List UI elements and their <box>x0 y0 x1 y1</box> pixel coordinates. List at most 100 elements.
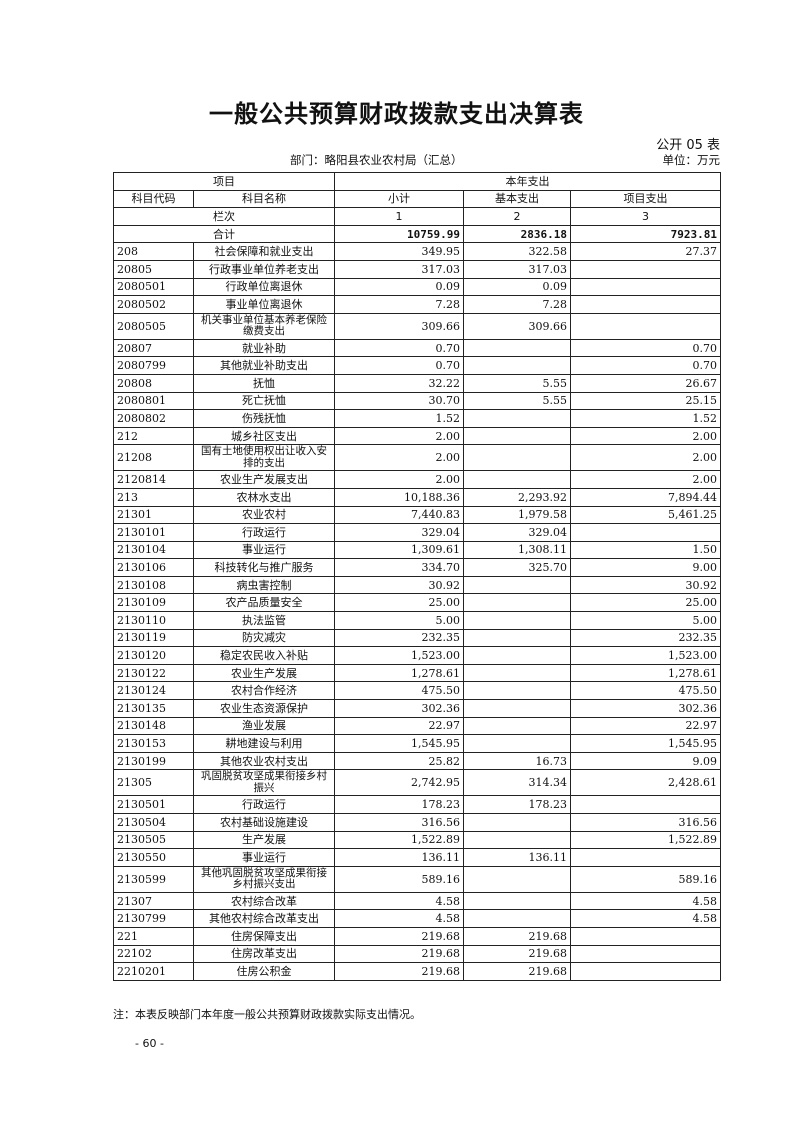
row-subtotal: 1,309.61 <box>334 540 464 560</box>
row-code: 2120814 <box>113 470 194 489</box>
row-code: 2130799 <box>113 909 194 928</box>
row-project: 2.00 <box>570 470 721 489</box>
row-name: 就业补助 <box>193 338 335 358</box>
row-project: 0.70 <box>570 338 721 358</box>
row-basic <box>463 734 571 753</box>
row-subtotal: 25.00 <box>334 593 464 613</box>
row-code: 2130550 <box>113 848 194 867</box>
row-name: 农业农村 <box>193 505 335 525</box>
table-row: 2130124 农村合作经济 475.50 475.50 <box>113 681 721 701</box>
header-row-1: 项目 本年支出 <box>113 172 721 191</box>
row-subtotal: 25.82 <box>334 751 464 771</box>
table-row: 2130148 渔业发展 22.97 22.97 <box>113 716 721 736</box>
row-basic <box>463 891 571 911</box>
row-project: 2,428.61 <box>570 769 721 797</box>
table-row: 2080505 机关事业单位基本养老保险缴费支出 309.66 309.66 <box>113 312 721 340</box>
row-code: 2130109 <box>113 593 194 613</box>
row-project: 1,545.95 <box>570 734 721 753</box>
row-basic: 219.68 <box>463 944 571 964</box>
table-row: 2080799 其他就业补助支出 0.70 0.70 <box>113 356 721 375</box>
row-code: 2130104 <box>113 540 194 560</box>
row-project: 9.00 <box>570 558 721 577</box>
row-subtotal: 219.68 <box>334 926 464 946</box>
row-basic <box>463 663 571 683</box>
row-code: 22102 <box>113 944 194 964</box>
row-name: 事业运行 <box>193 540 335 560</box>
row-subtotal: 0.70 <box>334 338 464 358</box>
table-row: 2130135 农业生态资源保护 302.36 302.36 <box>113 699 721 718</box>
row-project: 589.16 <box>570 865 721 893</box>
row-basic <box>463 611 571 630</box>
row-project: 30.92 <box>570 575 721 595</box>
row-basic: 1,979.58 <box>463 505 571 525</box>
row-project: 1,522.89 <box>570 830 721 850</box>
row-name: 行政运行 <box>193 795 335 814</box>
header-col1: 1 <box>334 207 464 226</box>
table-row: 2130108 病虫害控制 30.92 30.92 <box>113 575 721 595</box>
row-code: 212 <box>113 426 194 446</box>
table-row: 2130109 农产品质量安全 25.00 25.00 <box>113 593 721 613</box>
row-project <box>570 795 721 814</box>
row-code: 2130110 <box>113 611 194 630</box>
page-title: 一般公共预算财政拨款支出决算表 <box>209 100 584 128</box>
row-basic: 136.11 <box>463 848 571 867</box>
row-subtotal: 136.11 <box>334 848 464 867</box>
row-project: 0.70 <box>570 356 721 375</box>
table-row: 2080501 行政单位离退休 0.09 0.09 <box>113 277 721 297</box>
row-code: 2130106 <box>113 558 194 577</box>
header-basic: 基本支出 <box>463 189 571 209</box>
row-name: 农林水支出 <box>193 487 335 507</box>
table-row: 2130550 事业运行 136.11 136.11 <box>113 848 721 867</box>
row-name: 农业生产发展支出 <box>193 470 335 489</box>
row-name: 抚恤 <box>193 373 335 393</box>
row-code: 2130505 <box>113 830 194 850</box>
table-row: 2120814 农业生产发展支出 2.00 2.00 <box>113 470 721 489</box>
row-project: 26.67 <box>570 373 721 393</box>
row-code: 2130119 <box>113 628 194 648</box>
row-project: 22.97 <box>570 716 721 736</box>
row-basic <box>463 470 571 489</box>
row-basic <box>463 865 571 893</box>
row-subtotal: 30.70 <box>334 391 464 411</box>
table-row: 2130599 其他巩固脱贫攻坚成果衔接乡村振兴支出 589.16 589.16 <box>113 865 721 893</box>
row-project <box>570 277 721 297</box>
table-row: 21307 农村综合改革 4.58 4.58 <box>113 891 721 911</box>
department-label: 部门：略阳县农业农村局（汇总） <box>290 153 463 167</box>
row-name: 行政单位离退休 <box>193 277 335 297</box>
row-subtotal: 4.58 <box>334 891 464 911</box>
table-row: 2130104 事业运行 1,309.61 1,308.11 1.50 <box>113 540 721 560</box>
row-name: 其他巩固脱贫攻坚成果衔接乡村振兴支出 <box>193 865 335 893</box>
total-subtotal: 10759.99 <box>334 224 464 244</box>
row-subtotal: 2.00 <box>334 444 464 472</box>
row-subtotal: 30.92 <box>334 575 464 595</box>
row-subtotal: 5.00 <box>334 611 464 630</box>
row-code: 2130599 <box>113 865 194 893</box>
table-row: 2130153 耕地建设与利用 1,545.95 1,545.95 <box>113 734 721 753</box>
row-project: 5,461.25 <box>570 505 721 525</box>
row-subtotal: 334.70 <box>334 558 464 577</box>
row-subtotal: 302.36 <box>334 699 464 718</box>
row-basic: 0.09 <box>463 277 571 297</box>
row-basic: 178.23 <box>463 795 571 814</box>
header-column-no: 栏次 <box>113 207 335 226</box>
row-project: 475.50 <box>570 681 721 701</box>
row-basic <box>463 444 571 472</box>
table-row: 2130101 行政运行 329.04 329.04 <box>113 523 721 542</box>
row-name: 农村合作经济 <box>193 681 335 701</box>
row-basic <box>463 575 571 595</box>
total-basic: 2836.18 <box>463 224 571 244</box>
row-subtotal: 349.95 <box>334 242 464 261</box>
row-name: 事业运行 <box>193 848 335 867</box>
table-row: 21208 国有土地使用权出让收入安排的支出 2.00 2.00 <box>113 444 721 472</box>
row-code: 21208 <box>113 444 194 472</box>
row-subtotal: 2.00 <box>334 470 464 489</box>
row-subtotal: 178.23 <box>334 795 464 814</box>
row-project: 316.56 <box>570 813 721 832</box>
row-subtotal: 317.03 <box>334 259 464 279</box>
table-row: 2130122 农业生产发展 1,278.61 1,278.61 <box>113 663 721 683</box>
row-subtotal: 219.68 <box>334 944 464 964</box>
row-project: 4.58 <box>570 909 721 928</box>
row-name: 其他农业农村支出 <box>193 751 335 771</box>
row-code: 2130153 <box>113 734 194 753</box>
table-row: 2080801 死亡抚恤 30.70 5.55 25.15 <box>113 391 721 411</box>
